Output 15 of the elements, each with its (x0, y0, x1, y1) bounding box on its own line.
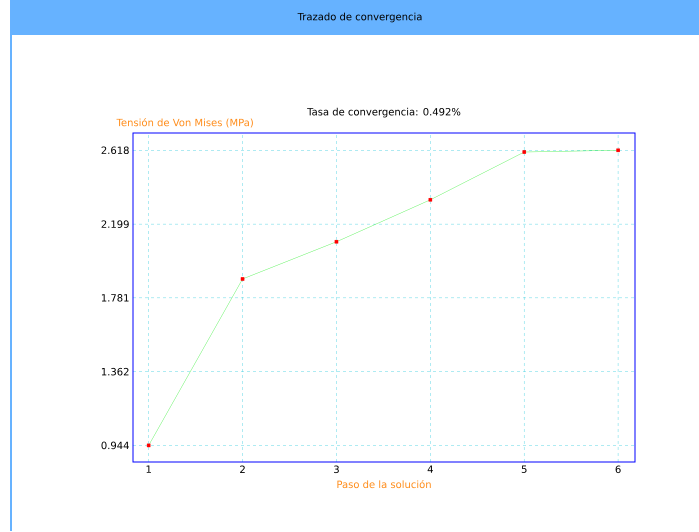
x-tick-label: 4 (428, 466, 433, 473)
x-axis-title: Paso de la solución (337, 480, 431, 488)
x-tick-label: 5 (522, 466, 527, 473)
y-axis-title: Tensión de Von Mises (MPa) (116, 118, 253, 128)
chart-title: Trazado de convergencia (298, 12, 422, 22)
x-tick-label: 6 (616, 466, 621, 474)
y-tick-label: 2.618 (102, 146, 129, 154)
x-tick-label: 1 (146, 466, 151, 473)
chart-subtitle: Tasa de convergencia: 0.492% (307, 108, 460, 118)
x-tick-label: 3 (334, 466, 339, 474)
y-tick-label: 0.944 (102, 442, 129, 450)
x-tick-label: 2 (240, 466, 245, 473)
y-tick-label: 1.362 (102, 368, 128, 376)
y-tick-label: 1.781 (102, 294, 129, 302)
y-tick-label: 2.199 (102, 220, 129, 228)
